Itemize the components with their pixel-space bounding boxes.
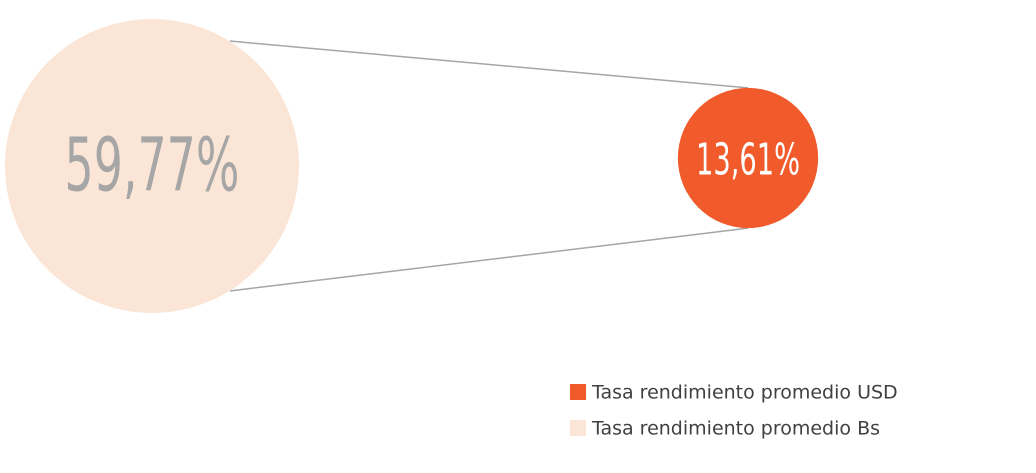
legend-label: Tasa rendimiento promedio Bs: [591, 418, 880, 440]
bubble: [5, 19, 299, 313]
value-label-group: 59,77%: [65, 122, 240, 209]
connector-line: [229, 227, 749, 292]
legend: Tasa rendimiento promedio USD Tasa rendim…: [570, 382, 898, 440]
legend-label: Tasa rendimiento promedio USD: [591, 382, 898, 404]
connector-lines: [229, 40, 749, 292]
legend-swatch: [570, 420, 586, 436]
value-label: 59,77%: [65, 122, 240, 209]
legend-item: Tasa rendimiento promedio Bs: [570, 418, 880, 440]
legend-item: Tasa rendimiento promedio USD: [570, 382, 898, 404]
value-label: 13,61%: [696, 134, 800, 186]
bubble: [677, 87, 819, 229]
legend-swatch: [570, 384, 586, 400]
value-label-group: 13,61%: [696, 134, 800, 186]
connector-line: [229, 40, 749, 89]
